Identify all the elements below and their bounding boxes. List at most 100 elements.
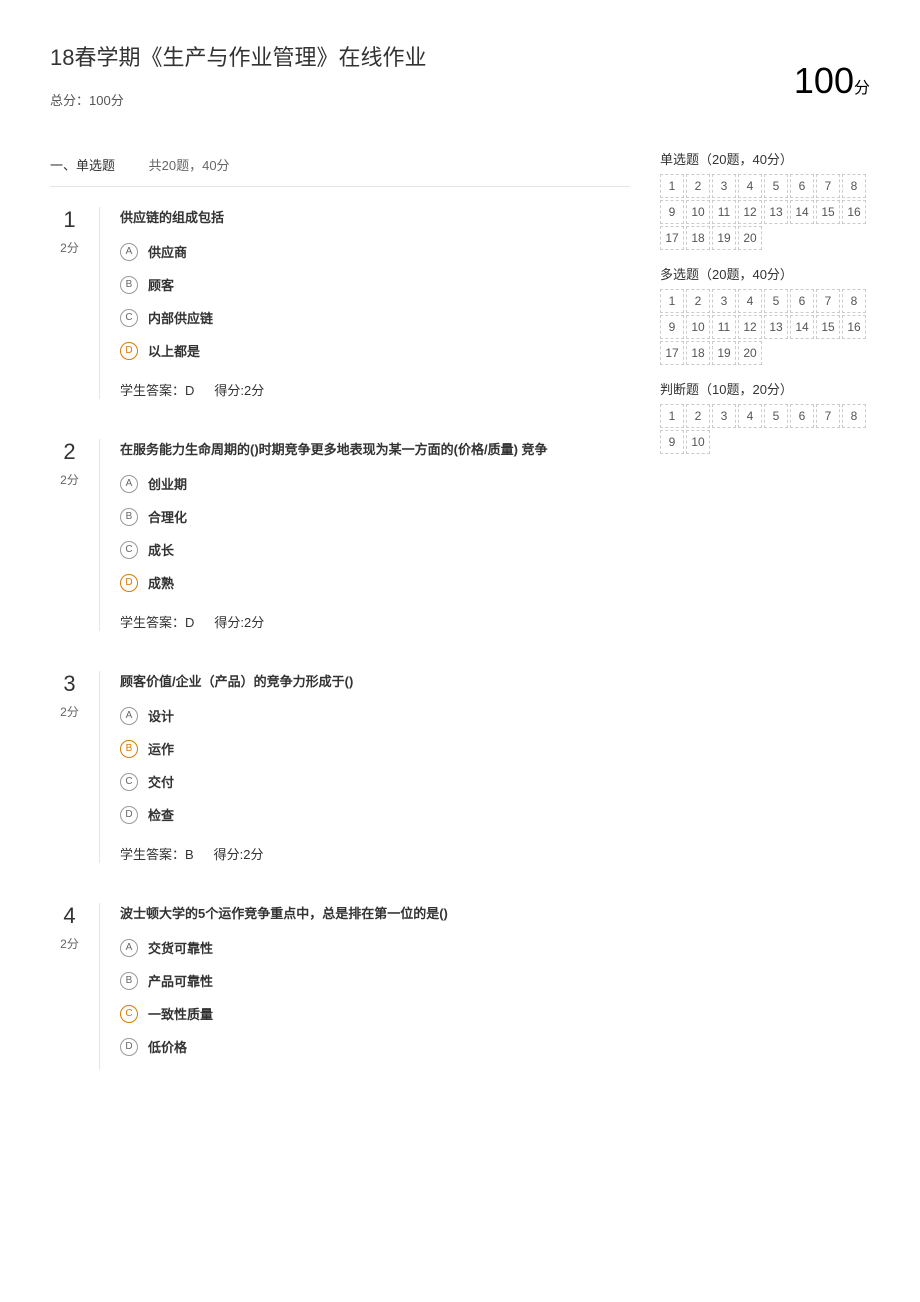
option-text: 运作 (148, 739, 174, 758)
nav-cell[interactable]: 5 (764, 174, 788, 198)
option[interactable]: D以上都是 (120, 341, 630, 360)
content-wrap: 一、单选题 共20题，40分 12分供应链的组成包括A供应商B顾客C内部供应链D… (50, 149, 870, 1110)
option[interactable]: A交货可靠性 (120, 938, 630, 957)
nav-cell[interactable]: 19 (712, 341, 736, 365)
nav-cell[interactable]: 4 (738, 289, 762, 313)
option[interactable]: B 产品可靠性 (120, 971, 630, 990)
option[interactable]: B运作 (120, 739, 630, 758)
option[interactable]: C成长 (120, 540, 630, 559)
option[interactable]: D检查 (120, 805, 630, 824)
nav-cell[interactable]: 1 (660, 404, 684, 428)
option[interactable]: A设计 (120, 706, 630, 725)
nav-cell[interactable]: 3 (712, 289, 736, 313)
nav-cell[interactable]: 2 (686, 174, 710, 198)
nav-cell[interactable]: 8 (842, 174, 866, 198)
nav-cell[interactable]: 13 (764, 315, 788, 339)
nav-cell[interactable]: 11 (712, 315, 736, 339)
question-stem: 顾客价值/企业（产品）的竞争力形成于() (120, 671, 630, 690)
answer-line: 学生答案：D得分:2分 (120, 612, 630, 631)
nav-cell[interactable]: 16 (842, 200, 866, 224)
nav-cell[interactable]: 10 (686, 200, 710, 224)
nav-cell[interactable]: 7 (816, 289, 840, 313)
nav-cell[interactable]: 18 (686, 226, 710, 250)
nav-cell[interactable]: 9 (660, 200, 684, 224)
option-text: 供应商 (148, 242, 187, 261)
nav-cell[interactable]: 18 (686, 341, 710, 365)
question-number: 3 (50, 671, 89, 697)
score-unit: 分 (854, 80, 870, 97)
nav-cell[interactable]: 14 (790, 200, 814, 224)
nav-section-title: 单选题（20题，40分） (660, 149, 870, 168)
nav-cell[interactable]: 2 (686, 404, 710, 428)
nav-cell[interactable]: 15 (816, 315, 840, 339)
nav-cell[interactable]: 14 (790, 315, 814, 339)
option[interactable]: C交付 (120, 772, 630, 791)
nav-cell[interactable]: 6 (790, 174, 814, 198)
nav-cell[interactable]: 19 (712, 226, 736, 250)
nav-cell[interactable]: 13 (764, 200, 788, 224)
question-points: 2分 (50, 935, 89, 952)
option[interactable]: A供应商 (120, 242, 630, 261)
nav-cell[interactable]: 20 (738, 226, 762, 250)
option-text: 产品可靠性 (148, 971, 213, 990)
question-points: 2分 (50, 703, 89, 720)
section-meta: 共20题，40分 (149, 158, 230, 173)
main-column: 一、单选题 共20题，40分 12分供应链的组成包括A供应商B顾客C内部供应链D… (50, 149, 630, 1110)
nav-cell[interactable]: 5 (764, 404, 788, 428)
option-text: 成长 (148, 540, 174, 559)
nav-section: 多选题（20题，40分）1234567891011121314151617181… (660, 264, 870, 365)
option[interactable]: B顾客 (120, 275, 630, 294)
nav-cell[interactable]: 10 (686, 315, 710, 339)
answer-line: 学生答案：D得分:2分 (120, 380, 630, 399)
nav-cell[interactable]: 1 (660, 289, 684, 313)
nav-cell[interactable]: 4 (738, 404, 762, 428)
nav-grid: 1234567891011121314151617181920 (660, 174, 870, 250)
option-text: 交付 (148, 772, 174, 791)
nav-cell[interactable]: 16 (842, 315, 866, 339)
nav-section: 判断题（10题，20分）12345678910 (660, 379, 870, 454)
question-left: 12分 (50, 207, 100, 399)
option[interactable]: C内部供应链 (120, 308, 630, 327)
nav-cell[interactable]: 8 (842, 404, 866, 428)
option[interactable]: C一致性质量 (120, 1004, 630, 1023)
nav-cell[interactable]: 3 (712, 174, 736, 198)
nav-cell[interactable]: 12 (738, 200, 762, 224)
nav-cell[interactable]: 8 (842, 289, 866, 313)
question-number: 1 (50, 207, 89, 233)
nav-cell[interactable]: 9 (660, 430, 684, 454)
nav-cell[interactable]: 15 (816, 200, 840, 224)
nav-cell[interactable]: 2 (686, 289, 710, 313)
question-body: 在服务能力生命周期的()时期竞争更多地表现为某一方面的(价格/质量) 竞争 A创业… (120, 439, 630, 631)
total-score-label: 总分：100分 (50, 90, 870, 109)
option[interactable]: D低价格 (120, 1037, 630, 1056)
nav-cell[interactable]: 4 (738, 174, 762, 198)
nav-cell[interactable]: 7 (816, 174, 840, 198)
question-left: 22分 (50, 439, 100, 631)
nav-cell[interactable]: 11 (712, 200, 736, 224)
option[interactable]: B合理化 (120, 507, 630, 526)
question-points: 2分 (50, 471, 89, 488)
option-letter: B (120, 276, 138, 294)
option[interactable]: A创业期 (120, 474, 630, 493)
nav-cell[interactable]: 6 (790, 404, 814, 428)
nav-cell[interactable]: 12 (738, 315, 762, 339)
nav-cell[interactable]: 3 (712, 404, 736, 428)
nav-cell[interactable]: 5 (764, 289, 788, 313)
question-left: 32分 (50, 671, 100, 863)
answer-score: 得分:2分 (214, 847, 264, 862)
nav-cell[interactable]: 17 (660, 226, 684, 250)
nav-cell[interactable]: 10 (686, 430, 710, 454)
answer-score: 得分:2分 (214, 383, 264, 398)
option[interactable]: D成熟 (120, 573, 630, 592)
nav-cell[interactable]: 17 (660, 341, 684, 365)
question-body: 供应链的组成包括A供应商B顾客C内部供应链D以上都是学生答案：D得分:2分 (120, 207, 630, 399)
nav-cell[interactable]: 6 (790, 289, 814, 313)
question-stem: 在服务能力生命周期的()时期竞争更多地表现为某一方面的(价格/质量) 竞争 (120, 439, 630, 458)
nav-cell[interactable]: 9 (660, 315, 684, 339)
nav-sidebar: 单选题（20题，40分）1234567891011121314151617181… (660, 149, 870, 1110)
nav-cell[interactable]: 1 (660, 174, 684, 198)
nav-cell[interactable]: 7 (816, 404, 840, 428)
nav-cell[interactable]: 20 (738, 341, 762, 365)
option-letter: B (120, 972, 138, 990)
option-text: 一致性质量 (148, 1004, 213, 1023)
